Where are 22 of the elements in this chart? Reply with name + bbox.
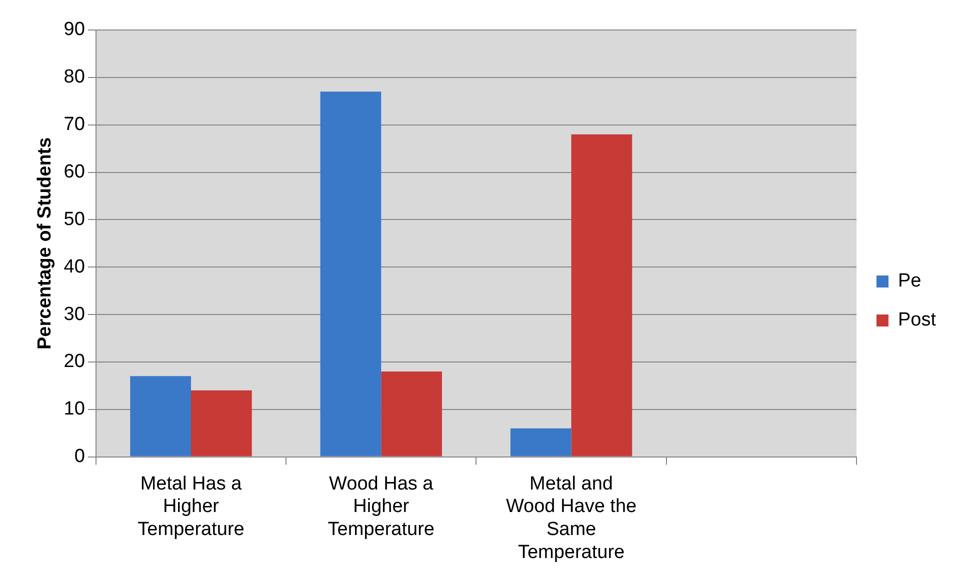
y-tick-label: 10	[64, 398, 85, 420]
bar	[130, 376, 191, 456]
legend-label: Pe	[898, 270, 922, 292]
y-tick-label: 0	[74, 446, 85, 468]
y-tick-label: 90	[64, 19, 85, 40]
x-tick-label: Metal Has a Higher Temperature	[138, 473, 244, 540]
y-axis-title: Percentage of Students	[34, 137, 56, 350]
y-tick-label: 80	[64, 66, 85, 88]
bar	[571, 134, 632, 456]
y-tick-label: 20	[64, 351, 85, 372]
y-tick-label: 30	[64, 304, 85, 325]
bar	[381, 371, 442, 456]
bar	[191, 390, 252, 456]
bar	[510, 428, 572, 456]
y-tick-label: 50	[64, 208, 85, 230]
x-tick-label: Metal and Wood Have the Same Temperature	[506, 473, 637, 563]
x-tick-label: Wood Has a Higher Temperature	[328, 473, 434, 540]
y-tick-label: 70	[64, 114, 85, 136]
y-tick-label: 40	[64, 256, 85, 278]
bar	[320, 92, 382, 456]
legend-label: Post	[898, 310, 937, 331]
y-tick-label: 60	[64, 162, 85, 182]
